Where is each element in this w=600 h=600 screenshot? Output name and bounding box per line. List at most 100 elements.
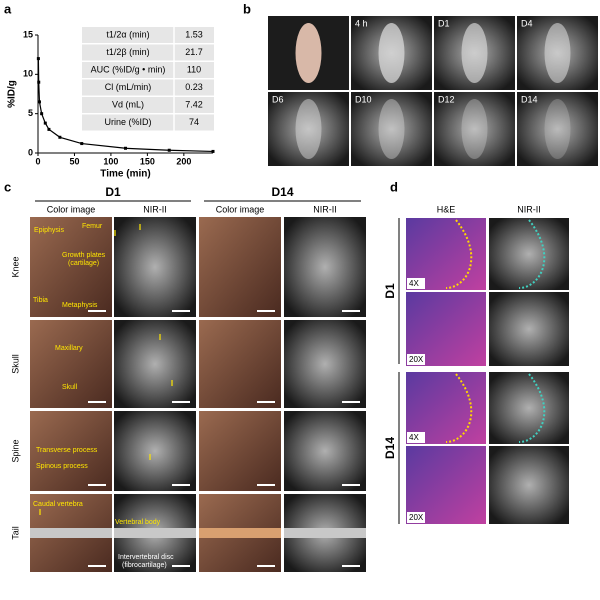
- image-label: D6: [272, 94, 284, 104]
- y-axis-label: %ID/g: [7, 80, 18, 108]
- mouse-body: [295, 23, 322, 83]
- tail-band: [199, 528, 281, 538]
- table-row: [82, 79, 214, 96]
- tissue-image: [284, 411, 366, 491]
- tissue-image: [30, 217, 112, 317]
- mag-box: [407, 354, 425, 365]
- row-label: Skull: [10, 354, 20, 374]
- data-point: [211, 149, 215, 153]
- mouse-image: [434, 92, 515, 166]
- table-row: [82, 62, 214, 78]
- mouse-image: [268, 92, 349, 166]
- data-point: [40, 112, 44, 116]
- magnification: 20X: [409, 355, 424, 364]
- column-label: Color image: [47, 204, 96, 214]
- image-label: D12: [438, 94, 455, 104]
- table-cell: 0.23: [185, 82, 203, 92]
- annotation: Vertebral body: [115, 519, 161, 526]
- row-label: Spine: [10, 439, 20, 462]
- column-label: NIR-II: [313, 204, 337, 214]
- image-label: D1: [438, 18, 450, 28]
- tissue-image: [284, 217, 366, 317]
- x-tick-label: 50: [69, 156, 79, 166]
- group-label: D1: [105, 185, 121, 199]
- mag-box: [407, 432, 425, 443]
- tissue-image: [284, 320, 366, 408]
- data-point: [47, 127, 51, 131]
- panel-label: c: [4, 179, 11, 194]
- table-cell: t1/2β (min): [106, 47, 149, 57]
- annotation: Femur: [82, 223, 103, 230]
- data-point: [124, 146, 127, 150]
- annotation: Spinous process: [36, 463, 88, 470]
- y-tick-label: 15: [23, 29, 33, 39]
- table-cell: 110: [187, 65, 201, 75]
- data-point: [58, 135, 62, 139]
- data-point: [36, 57, 40, 61]
- data-point: [37, 100, 41, 104]
- histology-image: [489, 372, 569, 444]
- x-tick-label: 0: [35, 156, 40, 166]
- row-label: Tail: [10, 526, 20, 540]
- annotation: Metaphysis: [62, 302, 98, 309]
- magnification: 4X: [409, 279, 419, 288]
- table-cell: 7.42: [185, 100, 203, 110]
- table-cell: 1.53: [185, 30, 203, 40]
- x-axis-label: Time (min): [100, 169, 150, 180]
- tissue-image: [114, 217, 196, 317]
- outline: [445, 373, 473, 443]
- mouse-body: [461, 23, 488, 83]
- annotation: Transverse process: [36, 447, 98, 454]
- histology-image: [489, 292, 569, 366]
- annotation: Growth plates: [62, 252, 106, 259]
- outline: [445, 219, 473, 289]
- panel-label: d: [390, 179, 398, 194]
- y-tick-label: 5: [28, 108, 33, 118]
- mouse-body: [295, 99, 322, 159]
- column-label: H&E: [437, 204, 456, 214]
- data-point: [80, 142, 84, 146]
- image-label: D10: [355, 94, 372, 104]
- data-point: [37, 80, 41, 84]
- mouse-body: [378, 99, 405, 159]
- histology-image: [406, 446, 486, 524]
- table-row: [82, 114, 214, 131]
- tail-band: [30, 528, 112, 538]
- tissue-image: [30, 320, 112, 408]
- annotation: Maxillary: [55, 345, 83, 352]
- annotation: Epiphysis: [34, 227, 64, 234]
- data-point: [43, 121, 47, 125]
- tissue-image: [199, 411, 281, 491]
- column-label: NIR-II: [143, 204, 167, 214]
- x-tick-label: 150: [140, 156, 155, 166]
- group-label: D1: [383, 283, 397, 299]
- y-tick-label: 0: [28, 147, 33, 157]
- tissue-image: [199, 320, 281, 408]
- mouse-body: [461, 99, 488, 159]
- tissue-image: [114, 320, 196, 408]
- mouse-image: [517, 92, 598, 166]
- histology-image: [406, 292, 486, 366]
- table-row: [82, 27, 214, 43]
- mouse-body: [378, 23, 405, 83]
- x-tick-label: 200: [176, 156, 191, 166]
- mag-box: [407, 278, 425, 289]
- annotation: (cartilage): [68, 260, 99, 267]
- row-label: Knee: [10, 256, 20, 277]
- tissue-image: [114, 411, 196, 491]
- tissue-image: [199, 217, 281, 317]
- image-label: D14: [521, 94, 538, 104]
- image-label: 4 h: [355, 18, 368, 28]
- outline: [518, 373, 546, 443]
- data-point: [167, 148, 171, 152]
- table-cell: t1/2α (min): [106, 30, 149, 40]
- tail-band: [114, 528, 196, 538]
- outline: [518, 219, 546, 289]
- annotation: (fibrocartilage): [122, 562, 167, 569]
- tail-band: [284, 528, 366, 538]
- table-cell: AUC (%ID/g • min): [91, 65, 166, 75]
- table-cell: Cl (mL/min): [105, 82, 152, 92]
- panel-label: a: [4, 1, 12, 16]
- table-cell: 21.7: [185, 47, 203, 57]
